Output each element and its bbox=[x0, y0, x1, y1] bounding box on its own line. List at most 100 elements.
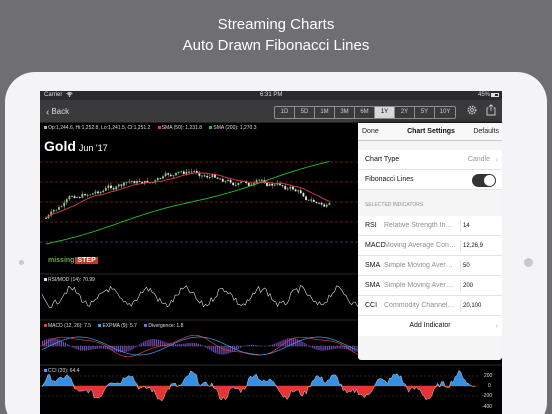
macd-histogram-bar bbox=[245, 345, 247, 347]
macd-histogram-bar bbox=[328, 346, 331, 350]
indicator-row-cci[interactable]: CCI Commodity Channel Index 20,100 bbox=[358, 296, 502, 316]
chart-settings-panel: Done Chart Settings Defaults Chart Type … bbox=[358, 123, 502, 360]
candle-body bbox=[315, 201, 318, 203]
macd-histogram-bar bbox=[194, 342, 196, 347]
macd-histogram-bar bbox=[129, 346, 131, 351]
macd-histogram-bar bbox=[228, 346, 230, 354]
candle-body bbox=[159, 177, 162, 179]
range-button-5y[interactable]: 5Y bbox=[415, 107, 435, 118]
candle-body bbox=[203, 175, 206, 177]
candle-body bbox=[185, 171, 188, 174]
candle-body bbox=[45, 217, 47, 219]
macd-histogram-bar bbox=[68, 345, 70, 347]
macd-histogram-bar bbox=[72, 346, 74, 348]
candle-body bbox=[320, 202, 323, 205]
candle-body bbox=[143, 180, 146, 184]
macd-histogram-bar bbox=[81, 346, 84, 351]
candle-body bbox=[224, 181, 227, 182]
range-button-3m[interactable]: 3M bbox=[335, 107, 355, 118]
macd-histogram-bar bbox=[97, 346, 99, 349]
indicator-params-field[interactable]: 200 bbox=[460, 280, 492, 292]
back-button[interactable]: ‹ Back bbox=[46, 106, 69, 118]
macd-histogram-bar bbox=[355, 346, 357, 352]
rsi-line bbox=[41, 285, 364, 309]
macd-histogram-bar bbox=[239, 346, 241, 348]
indicator-row-sma[interactable]: SMA Simple Moving Average 50 bbox=[358, 256, 502, 276]
indicator-row-sma[interactable]: SMA Simple Moving Average 200 bbox=[358, 276, 502, 296]
macd-histogram-bar bbox=[112, 346, 114, 351]
macd-histogram-bar bbox=[279, 341, 281, 347]
macd-readout: MACD (12, 26): 7.5 bbox=[48, 323, 92, 329]
macd-histogram-bar bbox=[192, 342, 194, 347]
macd-histogram-bar bbox=[152, 339, 154, 347]
candle-body bbox=[63, 202, 66, 207]
macd-histogram-bar bbox=[230, 346, 232, 353]
sma200-swatch bbox=[209, 126, 213, 130]
range-button-1d[interactable]: 1D bbox=[275, 107, 295, 118]
candle-body bbox=[97, 191, 99, 194]
candle-body bbox=[177, 171, 180, 173]
settings-title: Chart Settings bbox=[407, 128, 455, 135]
asset-name: Gold bbox=[44, 138, 76, 154]
range-button-10y[interactable]: 10Y bbox=[439, 109, 451, 115]
candle-body bbox=[167, 173, 170, 175]
range-button-1y[interactable]: 1Y bbox=[375, 107, 395, 118]
candle-body bbox=[247, 183, 250, 186]
indicator-code: SMA bbox=[365, 282, 381, 289]
chart-area[interactable]: Op:1,244.6, Hi:1,252.8, Lo:1,241.5, Cl:1… bbox=[40, 124, 502, 414]
candle-body bbox=[68, 196, 71, 200]
macd-histogram-bar bbox=[93, 346, 95, 350]
indicator-name: Relative Strength Index bbox=[384, 222, 456, 229]
asset-expiry: Jun '17 bbox=[78, 143, 108, 153]
macd-histogram-bar bbox=[154, 339, 156, 347]
selected-indicators-heading: SELECTED INDICATORS bbox=[365, 202, 424, 208]
candle-body bbox=[310, 199, 313, 201]
indicator-params-field[interactable]: 12,26,9 bbox=[460, 240, 492, 252]
indicator-params-field[interactable]: 20,100 bbox=[460, 300, 492, 312]
macd-histogram-bar bbox=[85, 346, 87, 351]
macd-histogram-bar bbox=[142, 342, 144, 347]
home-button bbox=[524, 258, 533, 267]
macd-histogram-bar bbox=[224, 346, 226, 355]
macd-histogram-bar bbox=[277, 342, 279, 347]
range-button-1m[interactable]: 1M bbox=[315, 107, 335, 118]
indicator-code: RSI bbox=[365, 222, 377, 229]
range-button-2y[interactable]: 2Y bbox=[395, 107, 415, 118]
macd-histogram-bar bbox=[306, 344, 308, 347]
fibonacci-toggle[interactable] bbox=[472, 174, 496, 187]
candle-body bbox=[107, 185, 110, 189]
chart-canvas[interactable] bbox=[40, 124, 502, 414]
macd-histogram-bar bbox=[338, 346, 340, 349]
add-indicator-row[interactable]: Add Indicator › bbox=[358, 316, 502, 336]
candle-body bbox=[323, 204, 326, 207]
range-button-5d[interactable]: 5D bbox=[295, 107, 315, 118]
indicator-params-field[interactable]: 50 bbox=[460, 260, 492, 272]
gear-icon[interactable] bbox=[465, 104, 479, 118]
range-button-6m[interactable]: 6M bbox=[355, 107, 375, 118]
indicator-params-field[interactable]: 14 bbox=[460, 220, 492, 232]
share-icon[interactable] bbox=[484, 104, 498, 118]
candle-body bbox=[136, 181, 138, 184]
candle-body bbox=[216, 177, 219, 179]
done-button[interactable]: Done bbox=[362, 128, 379, 135]
candle-body bbox=[292, 186, 294, 190]
macd-histogram-bar bbox=[292, 338, 294, 347]
candle-body bbox=[78, 197, 81, 198]
candle-body bbox=[286, 188, 289, 190]
defaults-button[interactable]: Defaults bbox=[473, 128, 499, 135]
macd-histogram-bar bbox=[349, 346, 351, 351]
macd-histogram-bar bbox=[317, 346, 319, 351]
candle-body bbox=[125, 181, 128, 183]
missingstep-logo: missing STEP bbox=[48, 257, 98, 264]
expma-readout: EXPMA (9): 5.7 bbox=[102, 323, 137, 329]
battery-percent: 45% bbox=[478, 92, 491, 98]
candle-body bbox=[180, 171, 183, 173]
indicator-row-rsi[interactable]: RSI Relative Strength Index 14 bbox=[358, 216, 502, 236]
macd-histogram-bar bbox=[258, 345, 260, 347]
expma-line bbox=[41, 336, 364, 356]
chart-type-row[interactable]: Chart Type Candle › bbox=[358, 150, 502, 170]
macd-histogram-bar bbox=[296, 339, 298, 347]
macd-histogram-bar bbox=[332, 346, 334, 350]
range-selector: 1D 5D 1M 3M 6M 1Y 2Y 5Y 10Y bbox=[274, 106, 456, 119]
